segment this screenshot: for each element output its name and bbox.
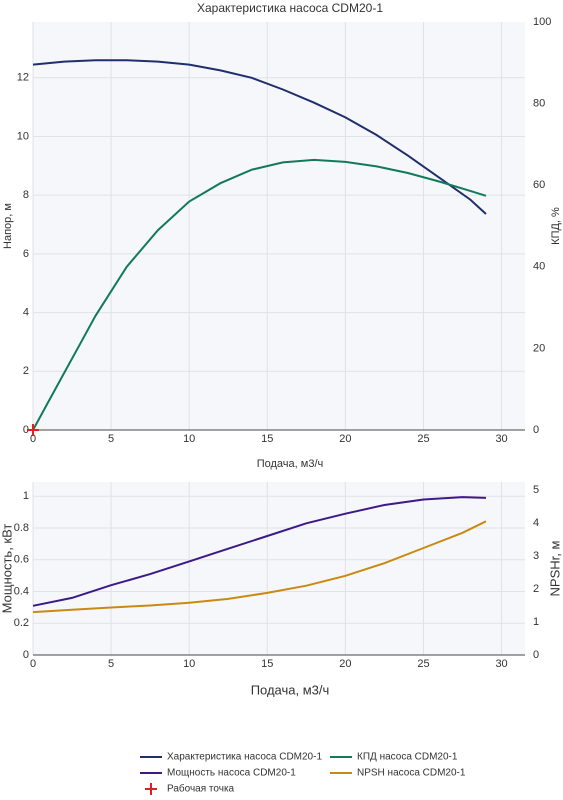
y2-tick-label: 0 [533, 424, 539, 436]
y2-tick-label: 1 [533, 616, 539, 628]
legend-label: NPSH насоса CDM20-1 [357, 768, 466, 779]
y2-tick-label: 20 [533, 342, 545, 354]
x-tick-label: 15 [261, 658, 273, 670]
y-tick-label: 0.6 [14, 554, 29, 566]
operating-point [27, 424, 39, 436]
y-tick-label: 0.4 [14, 585, 29, 597]
legend-marker [145, 783, 157, 795]
y2-tick-label: 5 [533, 484, 539, 496]
y-tick-label: 12 [17, 72, 29, 84]
y-tick-label: 1 [23, 490, 29, 502]
x-tick-label: 20 [339, 433, 351, 445]
y2-tick-label: 40 [533, 261, 545, 273]
y2-tick-label: 2 [533, 583, 539, 595]
series-line [32, 59, 487, 215]
plot-area [33, 482, 525, 655]
y2-tick-label: 100 [533, 16, 551, 28]
x-tick-label: 10 [183, 433, 195, 445]
x-tick-label: 0 [30, 433, 36, 445]
y-tick-label: 0.8 [14, 522, 29, 534]
y-tick-label: 0 [23, 424, 29, 436]
y2-tick-label: 0 [533, 649, 539, 661]
series-line [32, 520, 487, 614]
x-tick-label: 5 [108, 658, 114, 670]
y-tick-label: 0.2 [14, 617, 29, 629]
x-tick-label: 5 [108, 433, 114, 445]
chart-title: Характеристика насоса CDM20-1 [197, 1, 383, 15]
y2-tick-label: 80 [533, 98, 545, 110]
x-tick-label: 25 [417, 433, 429, 445]
plot-area [33, 22, 525, 430]
y-tick-label: 2 [23, 365, 29, 377]
x-axis-label: Подача, м3/ч [251, 682, 330, 697]
y2-tick-label: 3 [533, 550, 539, 562]
y-tick-label: 10 [17, 130, 29, 142]
y-tick-label: 0 [23, 649, 29, 661]
legend-label: Мощность насоса CDM20-1 [167, 768, 296, 779]
legend-label: Характеристика насоса CDM20-1 [167, 752, 322, 763]
y2-tick-label: 4 [533, 517, 539, 529]
x-tick-label: 30 [495, 433, 507, 445]
y2-axis-label: КПД, % [550, 207, 562, 245]
y2-axis-label: NPSHr, м [547, 540, 562, 596]
x-tick-label: 15 [261, 433, 273, 445]
series-line [32, 158, 487, 431]
x-tick-label: 0 [30, 658, 36, 670]
y-axis-label: Мощность, кВт [0, 524, 14, 614]
x-axis-label: Подача, м3/ч [257, 458, 324, 470]
y-tick-label: 4 [23, 306, 29, 318]
y-axis-label: Напор, м [2, 203, 14, 249]
legend-label: Рабочая точка [167, 783, 235, 795]
y-tick-label: 6 [23, 248, 29, 260]
y-tick-label: 8 [23, 189, 29, 201]
series-line [32, 496, 487, 607]
x-tick-label: 10 [183, 658, 195, 670]
legend-label: КПД насоса CDM20-1 [357, 752, 458, 763]
x-tick-label: 30 [495, 658, 507, 670]
y2-tick-label: 60 [533, 179, 545, 191]
x-tick-label: 25 [417, 658, 429, 670]
x-tick-label: 20 [339, 658, 351, 670]
